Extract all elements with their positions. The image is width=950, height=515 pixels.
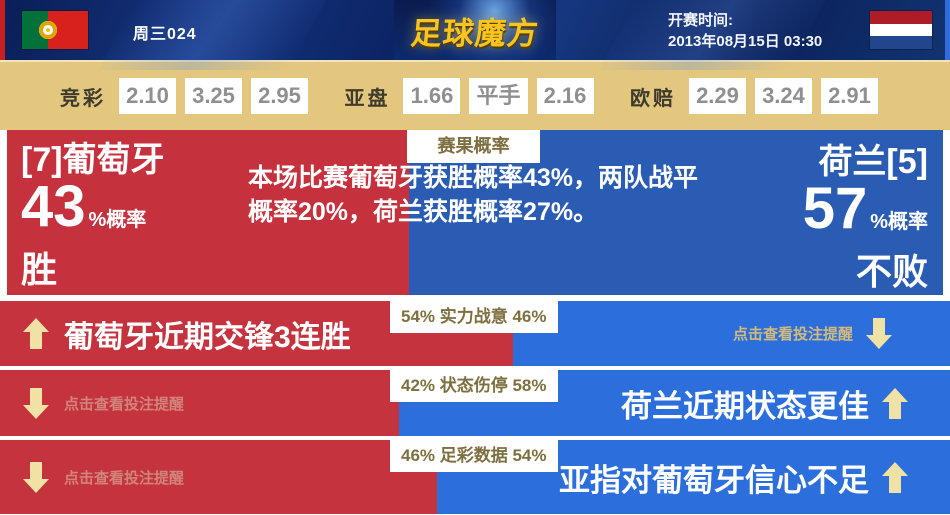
odds-label-european: 欧赔 (629, 87, 676, 110)
lottery-data-badge: 46% 足彩数据 54% (390, 440, 558, 472)
odds-group-european: 欧赔 2.29 3.24 2.91 (630, 78, 878, 114)
up-arrow-icon (882, 461, 908, 493)
betting-reminder-text: 点击查看投注提醒 (64, 395, 185, 413)
down-arrow-icon (866, 318, 892, 349)
jingcai-draw-odds[interactable]: 3.25 (185, 78, 242, 114)
kickoff-time-block: 开赛时间: 2013年08月15日 03:30 (668, 10, 822, 52)
asian-index-text: 亚指对葡萄牙信心不足 (559, 462, 869, 498)
away-outcome-label: 不败 (855, 251, 928, 292)
home-probability: 43 %概率 (21, 178, 409, 250)
home-probability-suffix: %概率 (88, 209, 147, 231)
handicap-line[interactable]: 平手 (469, 78, 528, 114)
away-form-text: 荷兰近期状态更佳 (621, 388, 869, 424)
kickoff-label: 开赛时间: (668, 12, 733, 29)
odds-group-jingcai: 竞彩 2.10 3.25 2.95 (60, 78, 308, 114)
jingcai-home-odds[interactable]: 2.10 (119, 78, 176, 114)
up-arrow-icon (23, 318, 49, 349)
form-injury-badge: 42% 状态伤停 58% (390, 370, 558, 402)
result-probability-section: [7]葡萄牙 43 %概率 胜 荷兰[5] 57 %概率 不败 赛果概率 本场比赛葡… (0, 130, 950, 295)
home-betting-reminder-link[interactable]: 点击查看投注提醒 (0, 370, 399, 436)
factor-row-form: 点击查看投注提醒 荷兰近期状态更佳 42% 状态伤停 58% (0, 370, 950, 436)
away-probability-suffix: %概率 (870, 211, 928, 233)
home-outcome-label: 胜 (21, 249, 58, 290)
factor-row-strength: 葡萄牙近期交锋3连胜 点击查看投注提醒 54% 实力战意 46% (0, 301, 950, 366)
strength-comparison-badge: 54% 实力战意 46% (390, 301, 558, 333)
portugal-emblem-icon (39, 21, 57, 39)
up-arrow-icon (882, 387, 908, 419)
betting-reminder-text: 点击查看投注提醒 (64, 469, 185, 487)
site-logo[interactable]: 足球魔方 (394, 0, 556, 60)
site-logo-text: 足球魔方 (409, 15, 541, 51)
european-home-odds[interactable]: 2.29 (688, 78, 746, 114)
header: 周三024 足球魔方 开赛时间: 2013年08月15日 03:30 (0, 0, 950, 70)
handicap-home-odds[interactable]: 1.66 (403, 78, 461, 114)
away-team-name: 荷兰[5] (818, 143, 928, 181)
match-analysis-text: 本场比赛葡萄牙获胜概率43%，两队战平概率20%，荷兰获胜概率27%。 (248, 164, 699, 226)
home-probability-value: 43 (21, 174, 86, 239)
match-code: 周三024 (133, 26, 197, 43)
odds-label-jingcai: 竞彩 (60, 87, 106, 110)
home-team-block: [7]葡萄牙 43 %概率 胜 (7, 130, 410, 295)
result-probability-badge: 赛果概率 (407, 130, 540, 163)
portugal-flag-icon (22, 11, 88, 49)
odds-bar: 竞彩 2.10 3.25 2.95 亚盘 1.66 平手 2.16 欧赔 2.2… (0, 60, 950, 130)
down-arrow-icon (23, 461, 49, 493)
betting-reminder-text: 点击查看投注提醒 (732, 326, 853, 343)
factor-row-lottery-data: 点击查看投注提醒 亚指对葡萄牙信心不足 46% 足彩数据 54% (0, 440, 950, 514)
kickoff-datetime: 2013年08月15日 03:30 (668, 33, 823, 50)
handicap-away-odds[interactable]: 2.16 (536, 78, 594, 114)
european-away-odds[interactable]: 2.91 (820, 78, 878, 114)
away-betting-reminder-link[interactable]: 点击查看投注提醒 (513, 301, 950, 366)
result-probability-panel: [7]葡萄牙 43 %概率 胜 荷兰[5] 57 %概率 不败 赛果概率 本场比赛葡… (7, 130, 943, 295)
home-team-name: [7]葡萄牙 (21, 141, 165, 179)
netherlands-flag-icon (870, 11, 932, 50)
jingcai-away-odds[interactable]: 2.95 (251, 78, 308, 114)
down-arrow-icon (23, 387, 49, 419)
away-probability-value: 57 (802, 176, 868, 241)
away-probability: 57 %概率 (409, 180, 928, 252)
home-strength-text: 葡萄牙近期交锋3连胜 (64, 320, 351, 354)
home-betting-reminder-link[interactable]: 点击查看投注提醒 (0, 440, 437, 514)
odds-label-asian-handicap: 亚盘 (344, 87, 391, 110)
odds-group-asian-handicap: 亚盘 1.66 平手 2.16 (344, 78, 594, 114)
european-draw-odds[interactable]: 3.24 (754, 78, 812, 114)
